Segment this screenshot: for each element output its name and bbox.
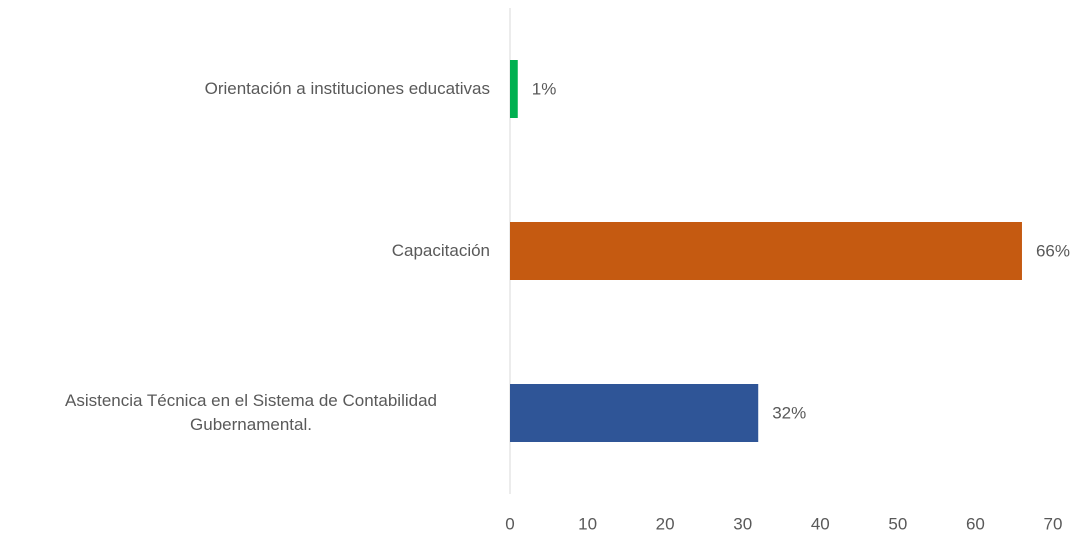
x-tick-label: 20 xyxy=(656,514,675,533)
y-tick-label: Asistencia Técnica en el Sistema de Cont… xyxy=(64,391,437,434)
x-tick-label: 70 xyxy=(1044,514,1063,533)
data-label: 32% xyxy=(772,403,806,422)
bar xyxy=(510,60,518,118)
x-tick-label: 0 xyxy=(505,514,514,533)
bar xyxy=(510,384,759,442)
x-tick-label: 40 xyxy=(811,514,830,533)
y-tick-label: Orientación a instituciones educativas xyxy=(204,79,490,98)
x-tick-label: 30 xyxy=(733,514,752,533)
x-tick-label: 60 xyxy=(966,514,985,533)
y-tick-label: Capacitación xyxy=(391,241,490,260)
x-tick-label: 10 xyxy=(578,514,597,533)
x-tick-label: 50 xyxy=(888,514,907,533)
data-label: 66% xyxy=(1036,241,1070,260)
bar xyxy=(510,222,1022,280)
data-label: 1% xyxy=(532,79,557,98)
